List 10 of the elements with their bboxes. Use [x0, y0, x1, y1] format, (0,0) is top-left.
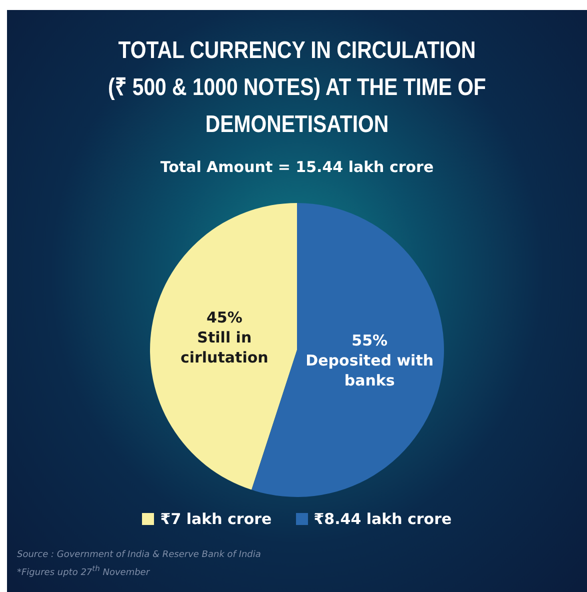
text: Still in cirlutation [180, 328, 268, 366]
data-label: 45% [206, 308, 242, 326]
source-note: Source : Government of India & Reserve Bank of India [17, 550, 261, 560]
text: *Figures upto 27$^{th}$ November [17, 564, 150, 578]
legend-label: ₹8.44 lakh crore [312, 510, 452, 528]
chart-title: TOTAL CURRENCY IN CIRCULATION (₹ 500 & 1000 NOTES) AT THE TIME OF DEMONETISATION [106, 36, 488, 140]
text: Deposited with banks [306, 351, 434, 390]
data-label: 55% [352, 331, 388, 350]
chart-subtitle: Total Amount = 15.44 lakh crore [159, 158, 435, 176]
legend-label: ₹7 lakh crore [159, 510, 272, 528]
